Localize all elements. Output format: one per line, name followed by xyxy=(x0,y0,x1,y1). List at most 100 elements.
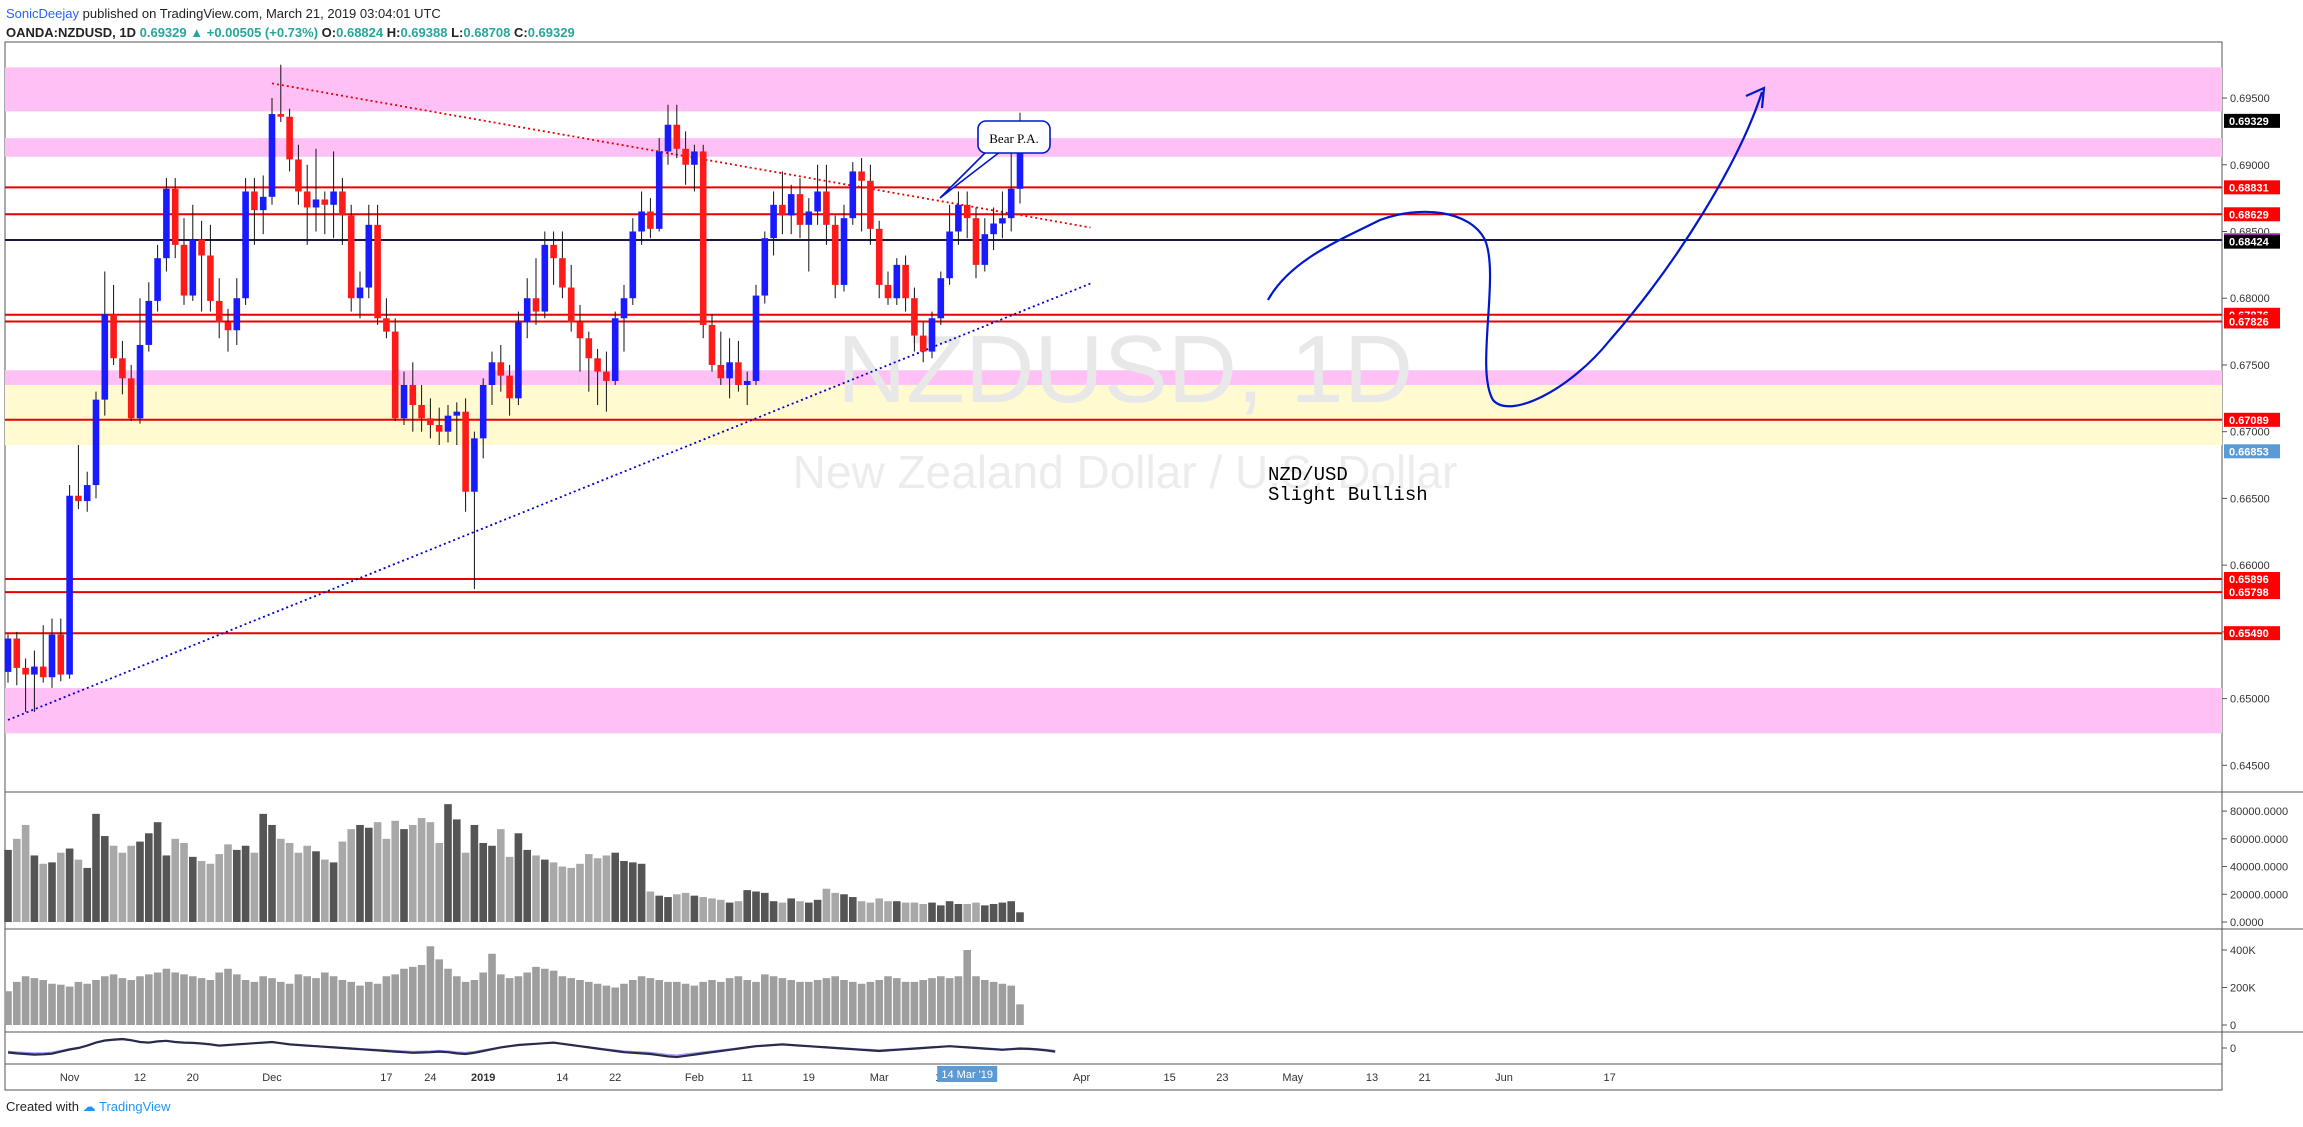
candle xyxy=(743,371,751,405)
volume-bar xyxy=(831,892,839,922)
volume2-bar xyxy=(206,980,215,1025)
volume2-bar xyxy=(523,972,531,1025)
candle xyxy=(127,364,135,422)
volume-bar xyxy=(400,829,408,922)
candle xyxy=(946,204,953,285)
volume2-bar xyxy=(549,970,558,1025)
volume2-bar xyxy=(637,976,646,1025)
volume2-bar xyxy=(875,980,883,1025)
price-tag: 0.69329 xyxy=(2224,113,2280,128)
chart-header: SonicDeejay published on TradingView.com… xyxy=(6,4,575,42)
volume-bar xyxy=(329,862,338,922)
trendline-1[interactable] xyxy=(7,282,1091,721)
time-tick-label: 13 xyxy=(1366,1072,1378,1084)
price-tag-label: 0.69329 xyxy=(2229,116,2269,128)
volume2-bar xyxy=(954,976,963,1025)
candle xyxy=(4,634,12,683)
candle xyxy=(691,144,698,192)
candle xyxy=(972,207,980,279)
candle xyxy=(611,311,619,385)
candle xyxy=(154,244,161,312)
volume2-bar xyxy=(585,981,593,1025)
candle xyxy=(101,271,109,416)
author-link[interactable]: SonicDeejay xyxy=(6,6,79,21)
volume2-bar xyxy=(312,978,320,1025)
price-change: ▲ +0.00505 (+0.73%) xyxy=(190,25,319,40)
volume-bar xyxy=(875,898,883,922)
volume2-bar xyxy=(409,966,417,1025)
volume-bar xyxy=(189,856,197,922)
volume2-bar xyxy=(215,972,223,1025)
volume2-bar xyxy=(989,981,998,1025)
volume-bar xyxy=(21,824,30,922)
volume2-bar xyxy=(655,980,663,1025)
candle xyxy=(990,207,997,251)
volume-bar xyxy=(523,849,531,922)
volume2-bar xyxy=(567,978,575,1025)
volume2-bar xyxy=(83,983,91,1025)
symbol-name[interactable]: OANDA:NZDUSD, 1D xyxy=(6,25,136,40)
volume2-bar xyxy=(74,981,83,1025)
volume-bar xyxy=(708,898,716,922)
volume-bar xyxy=(74,859,83,922)
candle xyxy=(911,287,918,352)
created-with-text: Created with xyxy=(6,1099,79,1114)
price-tick-label: 0.66500 xyxy=(2230,493,2270,505)
volume-bar xyxy=(303,845,311,922)
volume2-bar xyxy=(849,981,857,1025)
volume-bar xyxy=(690,895,699,922)
candle xyxy=(532,258,540,325)
volume-bar xyxy=(778,902,787,922)
volume2-bar xyxy=(725,978,734,1025)
volume-bar xyxy=(725,902,734,922)
volume-bar xyxy=(39,863,47,922)
candle xyxy=(268,98,276,205)
volume2-bar xyxy=(576,980,584,1025)
candle xyxy=(770,191,777,256)
volume-bar xyxy=(268,824,276,922)
candle xyxy=(796,178,804,239)
candle xyxy=(57,618,65,682)
volume-bar xyxy=(761,892,769,922)
volume-bar xyxy=(461,852,470,922)
volume2-bar xyxy=(937,976,945,1025)
tradingview-link[interactable]: TradingView xyxy=(99,1099,171,1114)
volume-bar xyxy=(901,902,910,922)
volume-bar xyxy=(681,892,690,922)
volume2-bar xyxy=(48,983,56,1025)
volume-bar xyxy=(417,818,426,922)
candle xyxy=(506,364,513,416)
candle xyxy=(75,445,82,510)
volume2-bar xyxy=(92,980,100,1025)
candle xyxy=(365,204,373,299)
volume2-bar xyxy=(382,976,391,1025)
volume-bar xyxy=(884,901,892,922)
volume-bar xyxy=(664,897,672,922)
candle xyxy=(708,314,716,372)
candle xyxy=(629,218,637,305)
candle xyxy=(171,178,179,259)
volume2-bar xyxy=(558,976,567,1025)
trendline-0[interactable] xyxy=(271,82,1091,229)
volume-bar xyxy=(259,813,267,922)
price-tick-label: 0.65000 xyxy=(2230,694,2270,706)
forecast-arrowhead-icon xyxy=(1745,86,1766,109)
volume-bar xyxy=(717,899,725,922)
time-tick-label: 15 xyxy=(1163,1072,1175,1084)
candle xyxy=(66,485,73,679)
price-tag-label: 0.67089 xyxy=(2229,415,2269,427)
time-tick-label: 22 xyxy=(609,1072,621,1084)
volume-bar xyxy=(796,901,804,922)
price-tick-label: 0.67000 xyxy=(2230,427,2270,439)
candle xyxy=(550,231,557,285)
volume-bar xyxy=(769,901,778,922)
price-tag: 0.65896 xyxy=(2224,572,2280,587)
candle xyxy=(13,631,21,686)
volume-bar xyxy=(629,862,637,922)
volume2-bar xyxy=(673,981,681,1025)
time-cursor-tag: 14 Mar '19 xyxy=(937,1066,998,1082)
volume-bar xyxy=(92,813,100,922)
volume2-bar xyxy=(233,974,241,1025)
volume-bar xyxy=(611,852,619,922)
